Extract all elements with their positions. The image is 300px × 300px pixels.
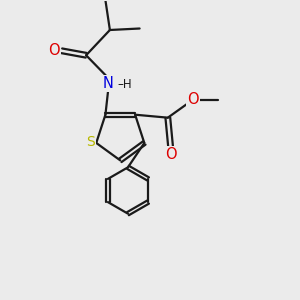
- Text: O: O: [187, 92, 199, 107]
- Text: –H: –H: [118, 79, 133, 92]
- Text: O: O: [165, 147, 177, 162]
- Text: S: S: [86, 135, 95, 149]
- Text: O: O: [48, 43, 60, 58]
- Text: N: N: [103, 76, 114, 91]
